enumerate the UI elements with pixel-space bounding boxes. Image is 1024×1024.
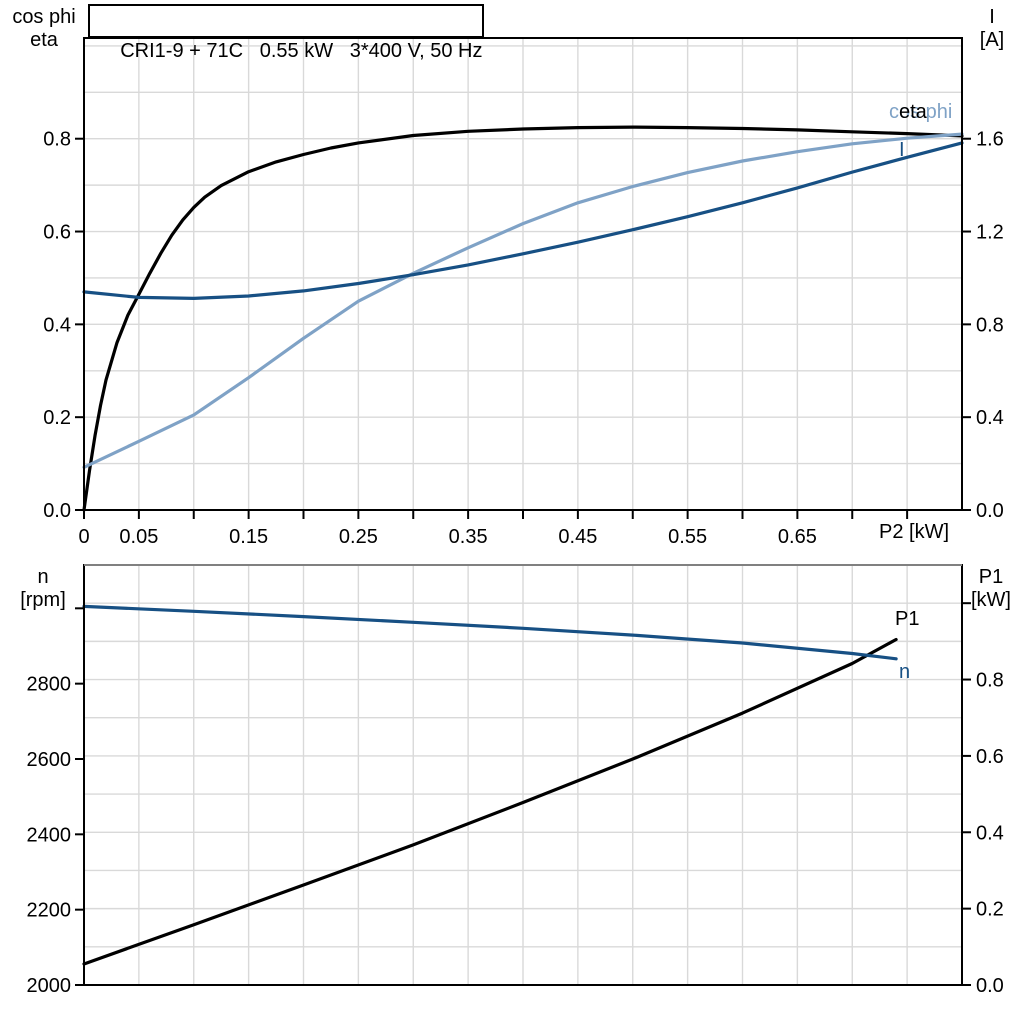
chart-title-box: CRI1-9 + 71C 0.55 kW 3*400 V, 50 Hz	[88, 4, 484, 62]
axis-label-cos-phi: cos phi	[12, 6, 76, 28]
left-axis-tick-label: 2200	[27, 900, 72, 922]
curve-label-eta: eta	[899, 101, 927, 123]
left-axis-tick-label: 0.6	[43, 222, 71, 244]
right-axis-tick-label: 1.6	[976, 129, 1004, 151]
left-axis-tick-label: 0.4	[43, 314, 71, 336]
left-axis-tick-label: 0.0	[43, 500, 71, 522]
left-axis-tick-label: 2800	[27, 674, 72, 696]
x-axis-tick-label: 0.55	[668, 526, 707, 548]
top-left-axis-label: cos phi eta	[4, 6, 84, 52]
curve-current	[82, 141, 964, 300]
curve-speed	[82, 604, 898, 661]
x-axis-tick-label: 0	[78, 526, 89, 548]
axis-label-speed-unit: [rpm]	[20, 589, 66, 611]
left-axis-tick-label: 2400	[27, 824, 72, 846]
curve-label-cos-phi: cos phi	[889, 101, 953, 123]
x-axis-tick-label: 0.35	[449, 526, 488, 548]
left-axis-tick-label: 2000	[27, 975, 72, 997]
right-axis-tick-label: 0.2	[976, 899, 1004, 921]
left-axis-tick-label: 0.8	[43, 129, 71, 151]
axis-label-eta: eta	[30, 29, 58, 51]
right-axis-tick-label: 0.6	[976, 746, 1004, 768]
left-axis-tick-label: 0.2	[43, 407, 71, 429]
right-axis-tick-label: 0.8	[976, 314, 1004, 336]
curve-label-current: I	[899, 139, 905, 161]
axis-label-speed: n	[37, 566, 49, 588]
x-axis-label: P2 [kW]	[879, 521, 950, 543]
x-axis-tick-label: 0.25	[339, 526, 378, 548]
right-axis-tick-label: 0.0	[976, 500, 1004, 522]
axis-label-p1: P1	[978, 566, 1004, 588]
bottom-right-axis-label: P1 [kW]	[960, 566, 1022, 612]
right-axis-tick-label: 0.4	[976, 407, 1004, 429]
x-axis-tick-label: 0.45	[558, 526, 597, 548]
top-right-axis-label: I [A]	[964, 6, 1020, 52]
chart-title: CRI1-9 + 71C 0.55 kW 3*400 V, 50 Hz	[120, 40, 483, 62]
right-axis-tick-label: 0.0	[976, 975, 1004, 997]
x-axis-tick-label: 0.05	[119, 526, 158, 548]
chart-motor-top: 0.0 0.2 0.4 0.6 0.8 0.0 0.4 0.8 1.2 1.6 0 0.05 0.15 0…	[43, 37, 1004, 548]
chart-motor-bottom: 2000 2200 2400 2600 2800 0.0 0.2 0.4 0.6 0.8	[27, 564, 1004, 997]
bottom-left-axis-label: n [rpm]	[4, 566, 82, 612]
curve-cos-phi	[82, 132, 964, 469]
x-axis-tick-label: 0.65	[778, 526, 817, 548]
curve-label-speed: n	[899, 661, 911, 683]
x-axis-tick-label: 0.15	[229, 526, 268, 548]
axis-label-current-unit: [A]	[979, 29, 1005, 51]
axis-label-current: I	[989, 6, 995, 28]
right-axis-tick-label: 0.4	[976, 822, 1004, 844]
left-axis-tick-label: 2600	[27, 749, 72, 771]
axis-label-p1-unit: [kW]	[971, 589, 1011, 611]
curve-eta	[82, 125, 964, 512]
right-axis-tick-label: 0.8	[976, 670, 1004, 692]
right-axis-tick-label: 1.2	[976, 222, 1004, 244]
curve-label-p1: P1	[895, 608, 920, 630]
curve-p1	[82, 637, 898, 966]
